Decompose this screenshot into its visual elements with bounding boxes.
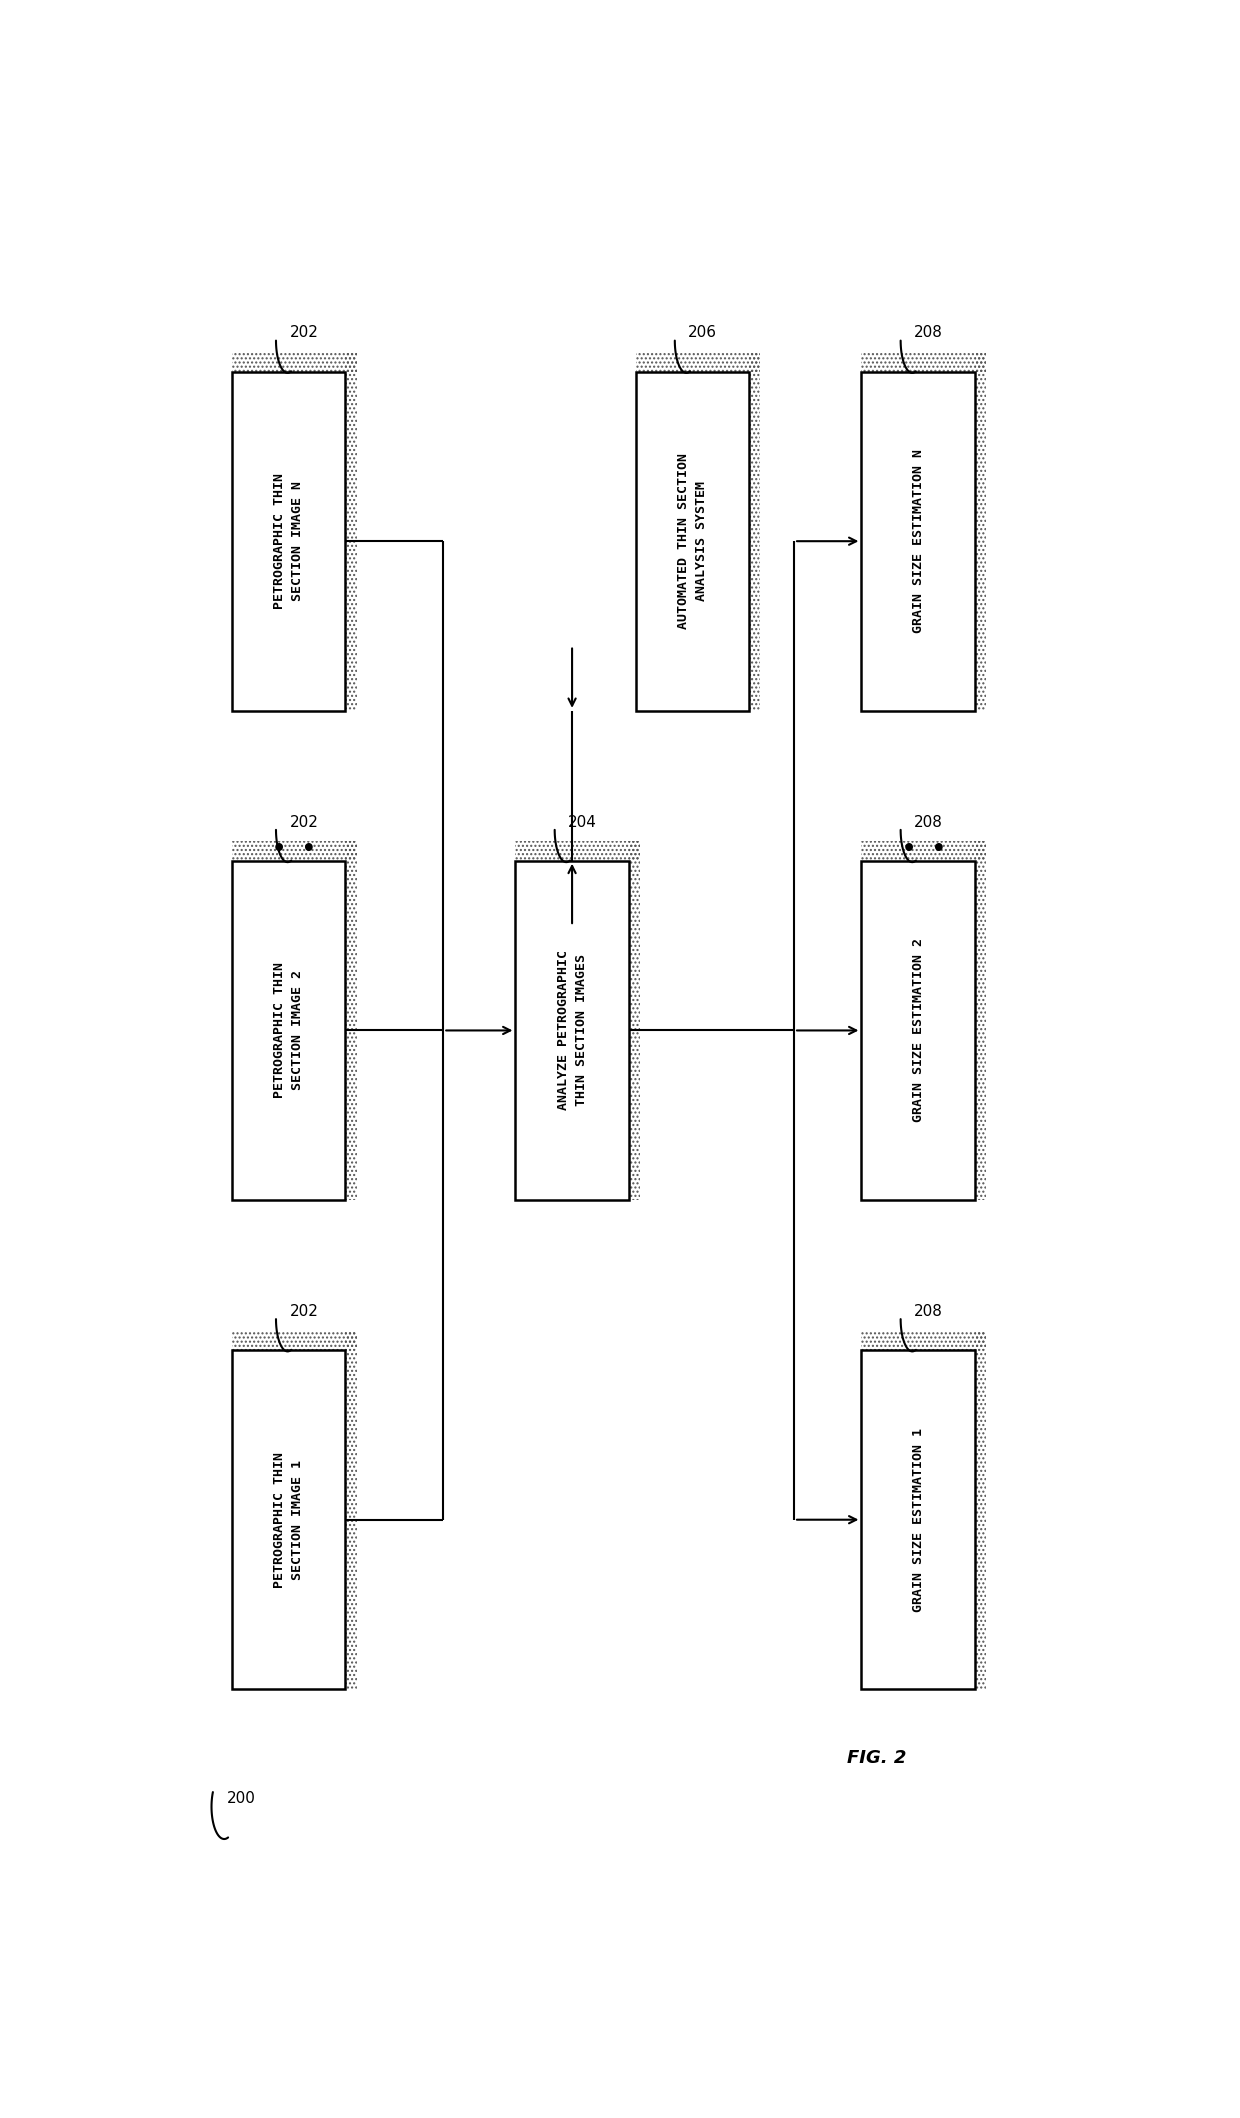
Bar [629, 841, 640, 1201]
Text: •  •: • • [901, 839, 946, 860]
Bar [232, 1330, 357, 1349]
Bar [862, 860, 975, 1201]
Text: 202: 202 [290, 815, 319, 830]
Text: 206: 206 [688, 326, 718, 341]
Bar [975, 1330, 986, 1690]
Text: •  •: • • [273, 839, 316, 860]
Text: FIG. 2: FIG. 2 [847, 1749, 906, 1766]
Text: GRAIN SIZE ESTIMATION N: GRAIN SIZE ESTIMATION N [911, 449, 925, 633]
Text: 200: 200 [227, 1792, 255, 1807]
Bar [862, 1349, 975, 1690]
Bar [232, 371, 345, 712]
Text: 208: 208 [914, 815, 944, 830]
Text: GRAIN SIZE ESTIMATION 2: GRAIN SIZE ESTIMATION 2 [911, 938, 925, 1123]
Text: GRAIN SIZE ESTIMATION 1: GRAIN SIZE ESTIMATION 1 [911, 1428, 925, 1612]
Bar [232, 1349, 345, 1690]
Bar [975, 352, 986, 712]
Bar [635, 352, 760, 371]
Bar [635, 371, 749, 712]
Bar [345, 841, 357, 1201]
Bar [232, 841, 357, 860]
Bar [749, 352, 760, 712]
Bar [862, 371, 975, 712]
Text: 208: 208 [914, 1305, 944, 1320]
Bar [345, 352, 357, 712]
Bar [862, 841, 986, 860]
Bar [516, 841, 640, 860]
Bar [232, 352, 357, 371]
Bar [862, 1330, 986, 1349]
Bar [232, 860, 345, 1201]
Bar [516, 860, 629, 1201]
Text: 202: 202 [290, 1305, 319, 1320]
Text: PETROGRAPHIC THIN
SECTION IMAGE N: PETROGRAPHIC THIN SECTION IMAGE N [273, 472, 304, 610]
Bar [345, 1330, 357, 1690]
Text: AUTOMATED THIN SECTION
ANALYSIS SYSTEM: AUTOMATED THIN SECTION ANALYSIS SYSTEM [677, 453, 708, 629]
Text: PETROGRAPHIC THIN
SECTION IMAGE 2: PETROGRAPHIC THIN SECTION IMAGE 2 [273, 962, 304, 1099]
Bar [862, 352, 986, 371]
Bar [975, 841, 986, 1201]
Text: ANALYZE PETROGRAPHIC
THIN SECTION IMAGES: ANALYZE PETROGRAPHIC THIN SECTION IMAGES [557, 951, 588, 1110]
Text: 204: 204 [568, 815, 598, 830]
Text: 202: 202 [290, 326, 319, 341]
Text: 208: 208 [914, 326, 944, 341]
Text: PETROGRAPHIC THIN
SECTION IMAGE 1: PETROGRAPHIC THIN SECTION IMAGE 1 [273, 1451, 304, 1588]
